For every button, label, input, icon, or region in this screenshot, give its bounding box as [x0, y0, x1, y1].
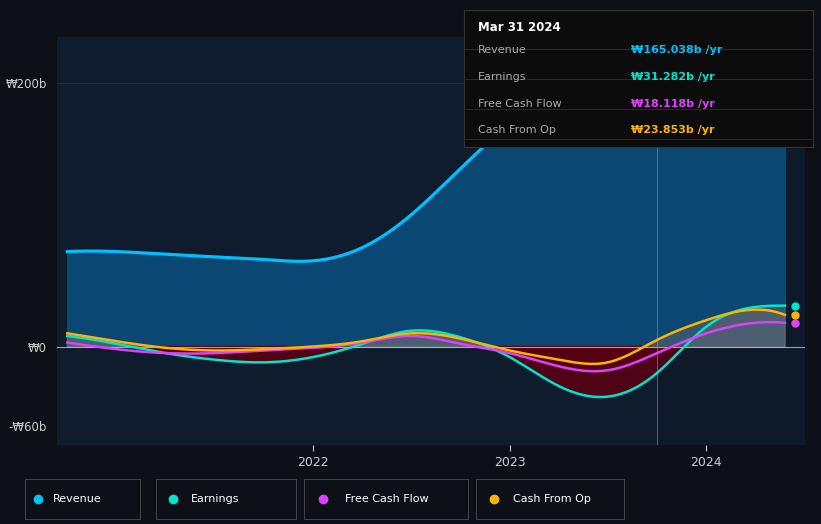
Text: Past: Past	[663, 52, 689, 66]
Text: ₩165.038b /yr: ₩165.038b /yr	[631, 45, 722, 55]
Text: ₩23.853b /yr: ₩23.853b /yr	[631, 125, 715, 135]
Text: Free Cash Flow: Free Cash Flow	[345, 494, 429, 504]
Text: Cash From Op: Cash From Op	[513, 494, 591, 504]
Text: ₩18.118b /yr: ₩18.118b /yr	[631, 100, 715, 110]
Text: Cash From Op: Cash From Op	[478, 125, 556, 135]
Text: Earnings: Earnings	[190, 494, 240, 504]
Text: Revenue: Revenue	[478, 45, 526, 55]
Text: Earnings: Earnings	[478, 72, 526, 82]
Text: Revenue: Revenue	[53, 494, 102, 504]
Text: ₩31.282b /yr: ₩31.282b /yr	[631, 72, 715, 82]
Text: Free Cash Flow: Free Cash Flow	[478, 100, 562, 110]
Text: Mar 31 2024: Mar 31 2024	[478, 21, 561, 35]
